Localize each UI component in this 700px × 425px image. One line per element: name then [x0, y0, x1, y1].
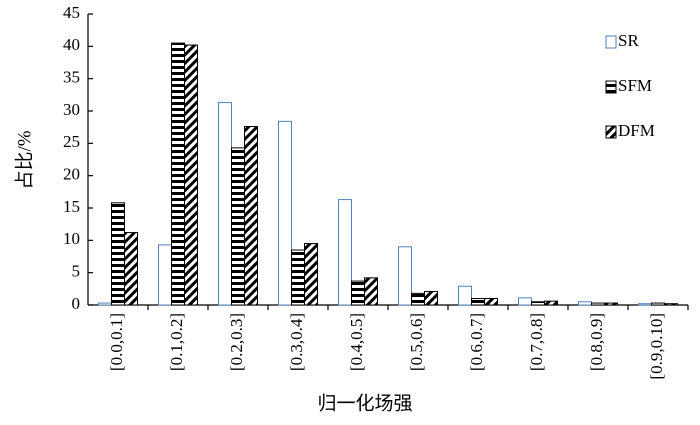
- y-tick-label: 0: [72, 294, 81, 313]
- y-tick-label: 20: [63, 165, 80, 184]
- bar: [111, 202, 125, 306]
- bar: [638, 303, 652, 306]
- bar: [98, 302, 112, 306]
- bar: [424, 290, 438, 306]
- legend-swatch: [605, 35, 617, 49]
- bar: [158, 244, 172, 306]
- x-tick-label: [0.1,0.2]: [167, 313, 186, 371]
- bar: [398, 246, 412, 306]
- bar: [278, 120, 292, 306]
- y-tick-label: 45: [63, 3, 80, 22]
- bar: [304, 243, 318, 306]
- bar: [411, 292, 425, 306]
- bar: [171, 42, 185, 306]
- legend-swatch: [605, 80, 617, 94]
- bar: [531, 301, 545, 306]
- bar: [338, 199, 352, 306]
- bar: [291, 249, 305, 306]
- bar: [471, 298, 485, 306]
- y-tick-label: 5: [72, 262, 81, 281]
- bar: [484, 298, 498, 306]
- bar: [518, 297, 532, 306]
- bar: [124, 232, 138, 306]
- legend-label: SR: [618, 31, 639, 50]
- bar: [231, 147, 245, 306]
- bar: [244, 126, 258, 306]
- bar: [604, 302, 618, 306]
- legend-label: SFM: [618, 76, 652, 95]
- x-tick-label: [0.9,0.10]: [647, 313, 666, 380]
- x-tick-label: [0.7,0.8]: [527, 313, 546, 371]
- x-tick-label: [0.5,0.6]: [407, 313, 426, 371]
- legend-swatch: [605, 125, 617, 139]
- bar: [351, 280, 365, 306]
- bar: [364, 277, 378, 306]
- bar: [591, 302, 605, 306]
- y-axis-title: 占比/%: [13, 130, 35, 189]
- x-axis-title: 归一化场强: [317, 392, 412, 414]
- bar: [578, 301, 592, 306]
- y-tick-label: 15: [63, 197, 80, 216]
- x-tick-label: [0.6,0.7]: [467, 313, 486, 371]
- bar: [458, 285, 472, 306]
- y-tick-label: 40: [63, 35, 80, 54]
- x-tick-label: [0.8,0.9]: [587, 313, 606, 371]
- y-tick-label: 35: [63, 68, 80, 87]
- bar: [544, 300, 558, 306]
- y-tick-label: 10: [63, 229, 80, 248]
- x-tick-label: [0.2,0.3]: [227, 313, 246, 371]
- x-tick-label: [0.0,0.1]: [107, 313, 126, 371]
- bar: [218, 102, 232, 306]
- y-tick-label: 30: [63, 100, 80, 119]
- bar: [664, 303, 678, 306]
- x-tick-label: [0.4,0.5]: [347, 313, 366, 371]
- bar: [184, 44, 198, 306]
- y-tick-label: 25: [63, 132, 80, 151]
- bar: [651, 302, 665, 306]
- legend-label: DFM: [618, 121, 655, 140]
- x-tick-label: [0.3,0.4]: [287, 313, 306, 371]
